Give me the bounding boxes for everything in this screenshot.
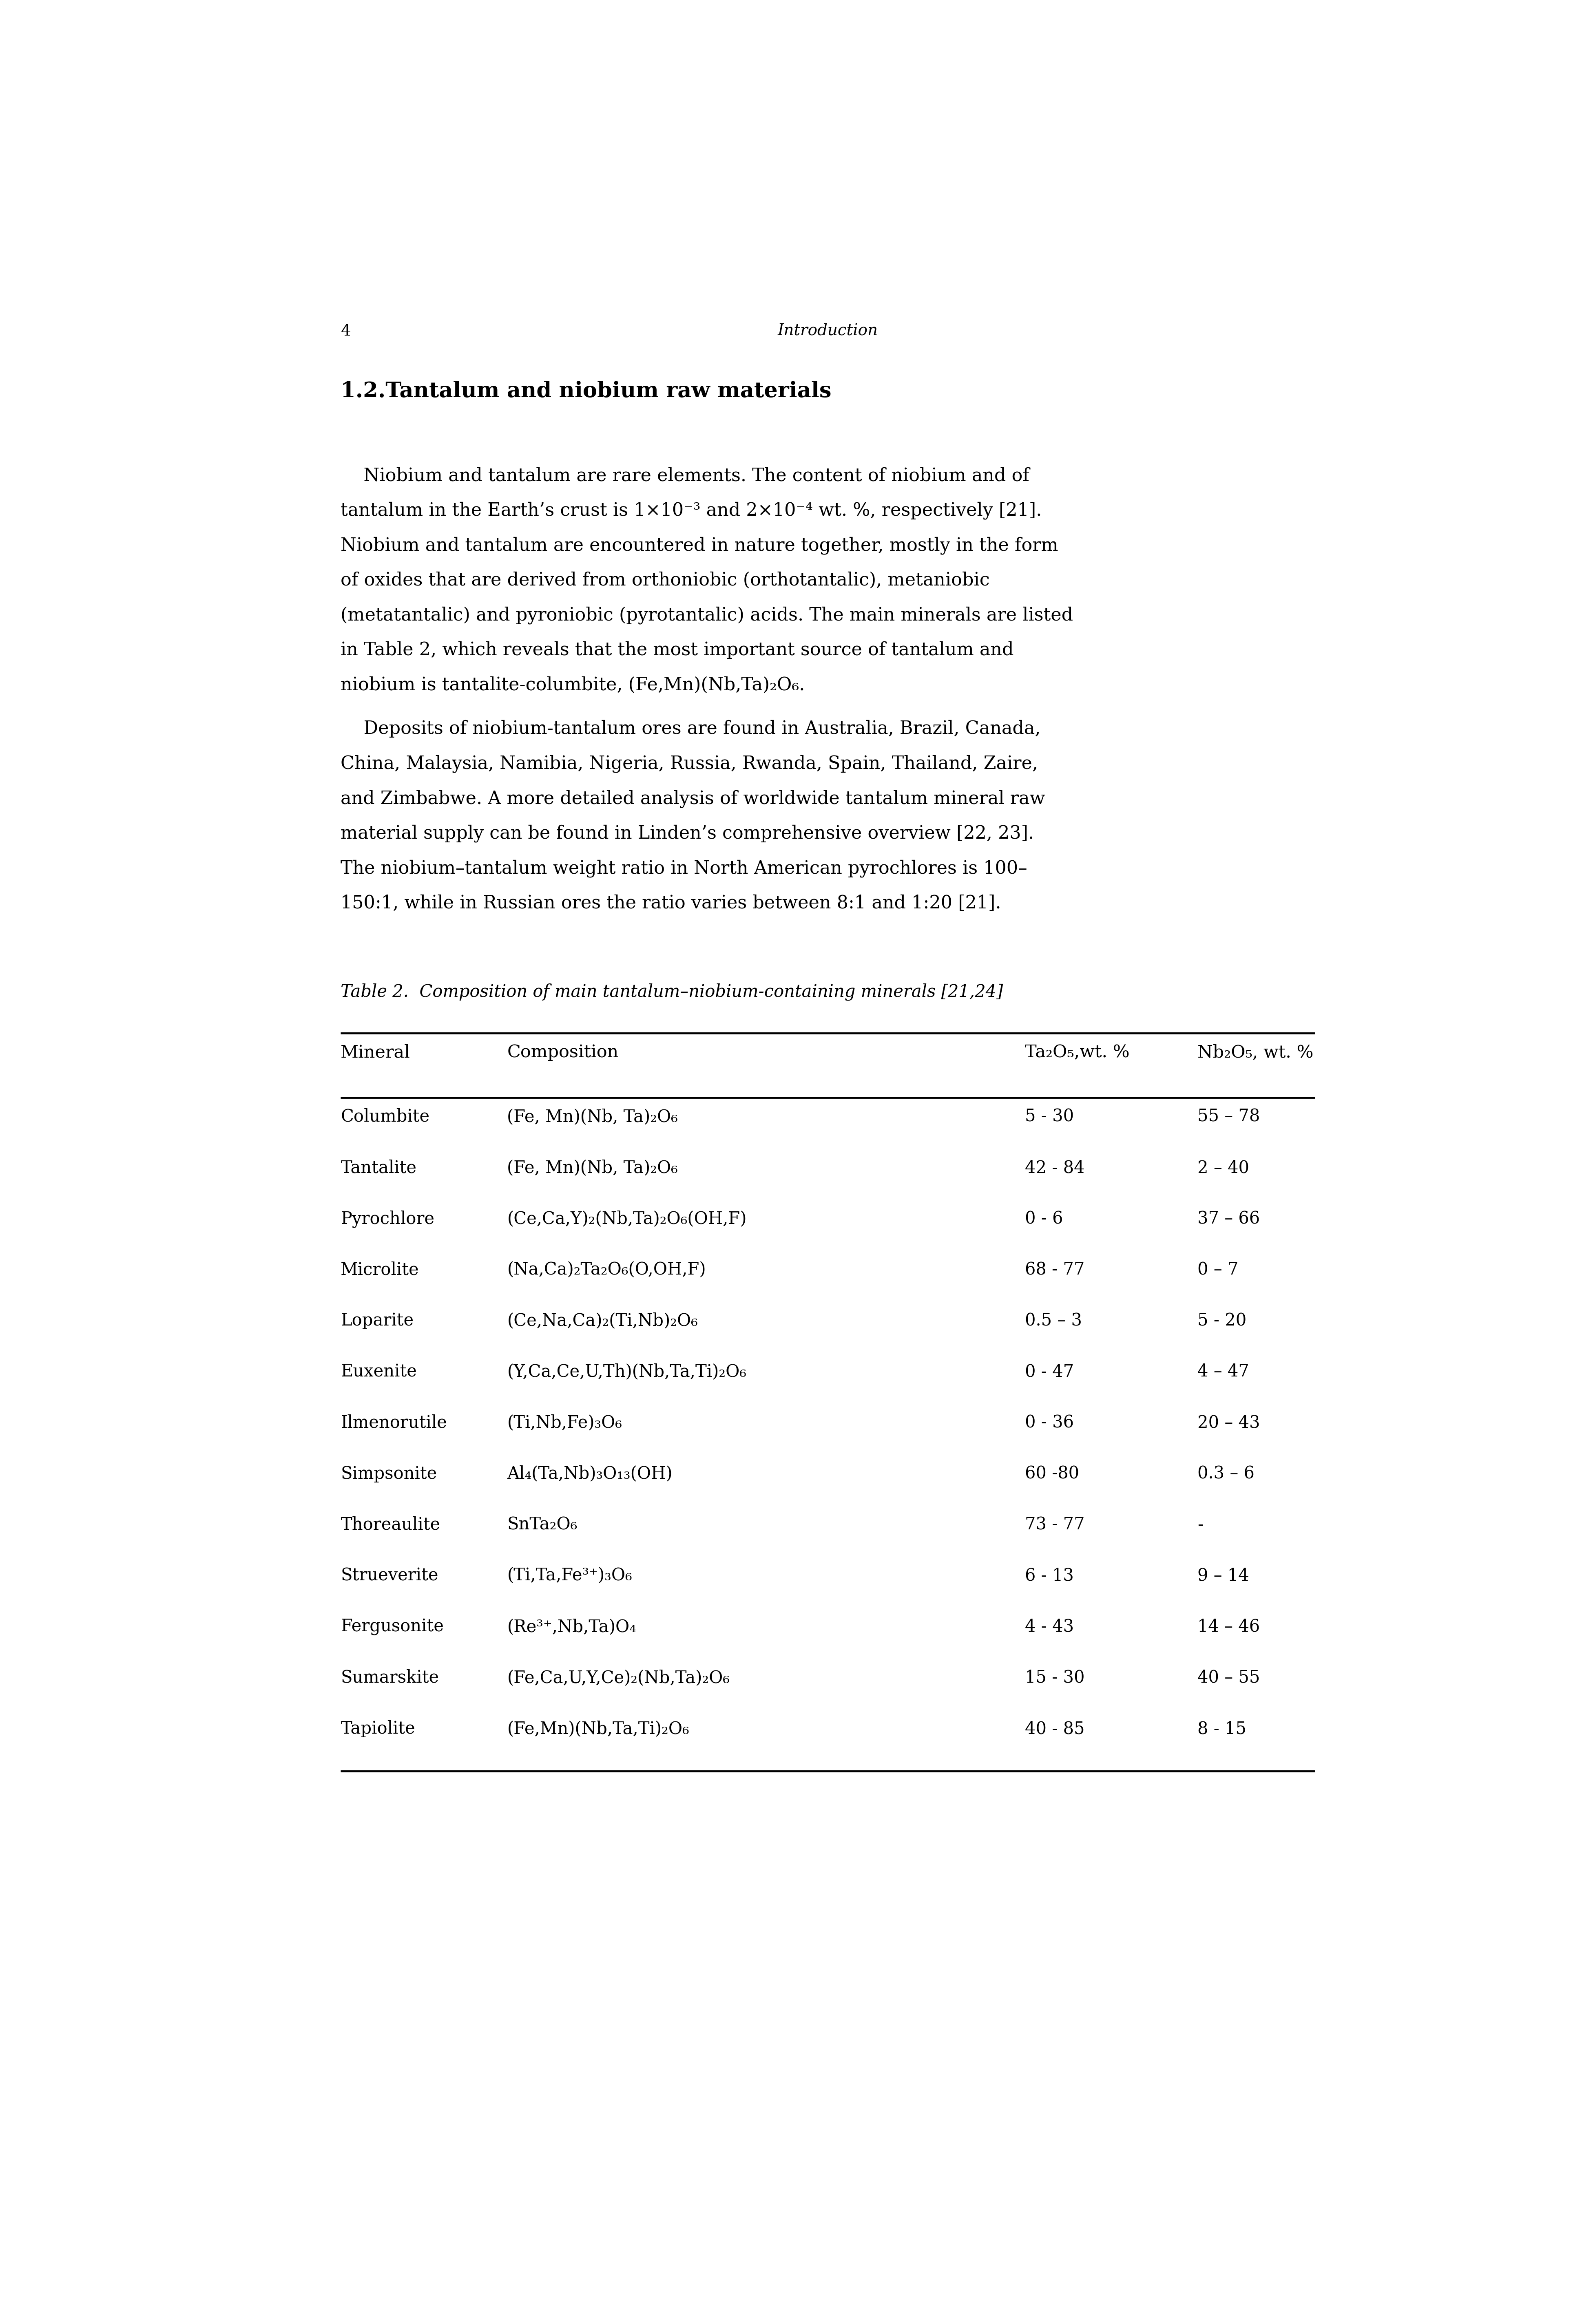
Text: 9 – 14: 9 – 14 (1198, 1566, 1249, 1585)
Text: Ilmenorutile: Ilmenorutile (340, 1415, 447, 1432)
Text: Ta₂O₅,wt. %: Ta₂O₅,wt. % (1025, 1043, 1130, 1062)
Text: 0 - 47: 0 - 47 (1025, 1364, 1074, 1380)
Text: (Ce,Ca,Y)₂(Nb,Ta)₂O₆(OH,F): (Ce,Ca,Y)₂(Nb,Ta)₂O₆(OH,F) (508, 1211, 746, 1227)
Text: in Table 2, which reveals that the most important source of tantalum and: in Table 2, which reveals that the most … (340, 641, 1013, 658)
Text: 5 - 30: 5 - 30 (1025, 1109, 1074, 1125)
Text: 55 – 78: 55 – 78 (1198, 1109, 1260, 1125)
Text: 8 - 15: 8 - 15 (1198, 1720, 1246, 1738)
Text: of oxides that are derived from orthoniobic (orthotantalic), metaniobic: of oxides that are derived from orthonio… (340, 572, 990, 588)
Text: Thoreaulite: Thoreaulite (340, 1515, 441, 1534)
Text: Columbite: Columbite (340, 1109, 430, 1125)
Text: 2 – 40: 2 – 40 (1198, 1160, 1249, 1176)
Text: 73 - 77: 73 - 77 (1025, 1515, 1085, 1534)
Text: Nb₂O₅, wt. %: Nb₂O₅, wt. % (1198, 1043, 1314, 1062)
Text: The niobium–tantalum weight ratio in North American pyrochlores is 100–: The niobium–tantalum weight ratio in Nor… (340, 860, 1028, 878)
Text: Niobium and tantalum are encountered in nature together, mostly in the form: Niobium and tantalum are encountered in … (340, 537, 1058, 555)
Text: Niobium and tantalum are rare elements. The content of niobium and of: Niobium and tantalum are rare elements. … (340, 467, 1029, 483)
Text: 60 -80: 60 -80 (1025, 1464, 1079, 1483)
Text: and Zimbabwe. A more detailed analysis of worldwide tantalum mineral raw: and Zimbabwe. A more detailed analysis o… (340, 790, 1045, 806)
Text: Sumarskite: Sumarskite (340, 1669, 439, 1687)
Text: (Ce,Na,Ca)₂(Ti,Nb)₂O₆: (Ce,Na,Ca)₂(Ti,Nb)₂O₆ (508, 1313, 698, 1329)
Text: SnTa₂O₆: SnTa₂O₆ (508, 1515, 578, 1534)
Text: tantalum in the Earth’s crust is 1×10⁻³ and 2×10⁻⁴ wt. %, respectively [21].: tantalum in the Earth’s crust is 1×10⁻³ … (340, 502, 1042, 521)
Text: 40 - 85: 40 - 85 (1025, 1720, 1085, 1738)
Text: Deposits of niobium-tantalum ores are found in Australia, Brazil, Canada,: Deposits of niobium-tantalum ores are fo… (340, 720, 1041, 737)
Text: Mineral: Mineral (340, 1043, 410, 1062)
Text: niobium is tantalite-columbite, (Fe,Mn)(Nb,Ta)₂O₆.: niobium is tantalite-columbite, (Fe,Mn)(… (340, 676, 805, 695)
Text: Table 2.  Composition of main tantalum–niobium-containing minerals [21,24]: Table 2. Composition of main tantalum–ni… (340, 983, 1004, 999)
Text: 150:1, while in Russian ores the ratio varies between 8:1 and 1:20 [21].: 150:1, while in Russian ores the ratio v… (340, 895, 1001, 911)
Text: 37 – 66: 37 – 66 (1198, 1211, 1260, 1227)
Text: (Fe, Mn)(Nb, Ta)₂O₆: (Fe, Mn)(Nb, Ta)₂O₆ (508, 1160, 678, 1176)
Text: material supply can be found in Linden’s comprehensive overview [22, 23].: material supply can be found in Linden’s… (340, 825, 1034, 844)
Text: (Re³⁺,Nb,Ta)O₄: (Re³⁺,Nb,Ta)O₄ (508, 1618, 636, 1636)
Text: (Fe,Mn)(Nb,Ta,Ti)₂O₆: (Fe,Mn)(Nb,Ta,Ti)₂O₆ (508, 1720, 689, 1738)
Text: 1.2.Tantalum and niobium raw materials: 1.2.Tantalum and niobium raw materials (340, 381, 832, 402)
Text: 5 - 20: 5 - 20 (1198, 1313, 1247, 1329)
Text: Loparite: Loparite (340, 1313, 414, 1329)
Text: 0 - 36: 0 - 36 (1025, 1415, 1074, 1432)
Text: 0.3 – 6: 0.3 – 6 (1198, 1464, 1255, 1483)
Text: 40 – 55: 40 – 55 (1198, 1669, 1260, 1687)
Text: 4 - 43: 4 - 43 (1025, 1618, 1074, 1636)
Text: China, Malaysia, Namibia, Nigeria, Russia, Rwanda, Spain, Thailand, Zaire,: China, Malaysia, Namibia, Nigeria, Russi… (340, 755, 1037, 772)
Text: (Y,Ca,Ce,U,Th)(Nb,Ta,Ti)₂O₆: (Y,Ca,Ce,U,Th)(Nb,Ta,Ti)₂O₆ (508, 1364, 746, 1380)
Text: Tapiolite: Tapiolite (340, 1720, 415, 1738)
Text: Strueverite: Strueverite (340, 1566, 439, 1585)
Text: Simpsonite: Simpsonite (340, 1464, 438, 1483)
Text: 68 - 77: 68 - 77 (1025, 1262, 1085, 1278)
Text: 0.5 – 3: 0.5 – 3 (1025, 1313, 1082, 1329)
Text: (Na,Ca)₂Ta₂O₆(O,OH,F): (Na,Ca)₂Ta₂O₆(O,OH,F) (508, 1262, 706, 1278)
Text: 14 – 46: 14 – 46 (1198, 1618, 1260, 1636)
Text: Fergusonite: Fergusonite (340, 1618, 444, 1636)
Text: Pyrochlore: Pyrochlore (340, 1211, 434, 1227)
Text: 20 – 43: 20 – 43 (1198, 1415, 1260, 1432)
Text: 4 – 47: 4 – 47 (1198, 1364, 1249, 1380)
Text: 0 – 7: 0 – 7 (1198, 1262, 1238, 1278)
Text: (Fe,Ca,U,Y,Ce)₂(Nb,Ta)₂O₆: (Fe,Ca,U,Y,Ce)₂(Nb,Ta)₂O₆ (508, 1669, 730, 1687)
Text: 42 - 84: 42 - 84 (1025, 1160, 1085, 1176)
Text: (metatantalic) and pyroniobic (pyrotantalic) acids. The main minerals are listed: (metatantalic) and pyroniobic (pyrotanta… (340, 607, 1074, 625)
Text: Euxenite: Euxenite (340, 1364, 417, 1380)
Text: 4: 4 (340, 323, 352, 339)
Text: Microlite: Microlite (340, 1262, 420, 1278)
Text: Introduction: Introduction (778, 323, 878, 339)
Text: Tantalite: Tantalite (340, 1160, 417, 1176)
Text: (Fe, Mn)(Nb, Ta)₂O₆: (Fe, Mn)(Nb, Ta)₂O₆ (508, 1109, 678, 1125)
Text: 6 - 13: 6 - 13 (1025, 1566, 1074, 1585)
Text: (Ti,Nb,Fe)₃O₆: (Ti,Nb,Fe)₃O₆ (508, 1415, 622, 1432)
Text: Composition: Composition (508, 1043, 619, 1062)
Text: -: - (1198, 1515, 1203, 1534)
Text: 0 - 6: 0 - 6 (1025, 1211, 1063, 1227)
Text: Al₄(Ta,Nb)₃O₁₃(OH): Al₄(Ta,Nb)₃O₁₃(OH) (508, 1464, 673, 1483)
Text: 15 - 30: 15 - 30 (1025, 1669, 1085, 1687)
Text: (Ti,Ta,Fe³⁺)₃O₆: (Ti,Ta,Fe³⁺)₃O₆ (508, 1566, 632, 1585)
